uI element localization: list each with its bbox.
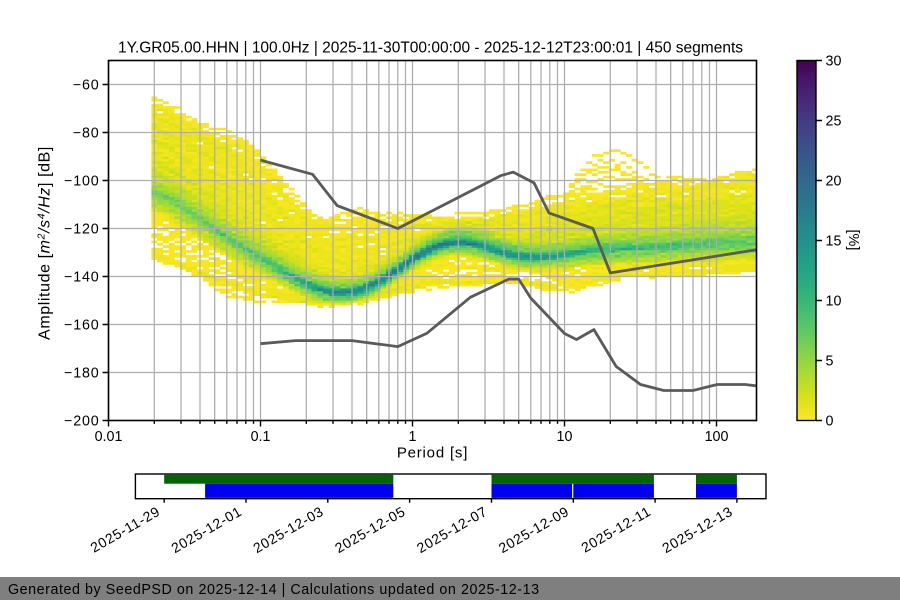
- svg-text:2025-12-01: 2025-12-01: [168, 503, 244, 556]
- svg-text:2025-12-11: 2025-12-11: [578, 503, 653, 556]
- svg-text:−180: −180: [64, 366, 99, 382]
- svg-text:Generated by SeedPSD on 2025-1: Generated by SeedPSD on 2025-12-14 | Cal…: [8, 582, 540, 598]
- svg-text:15: 15: [826, 234, 842, 250]
- svg-text:25: 25: [826, 114, 842, 130]
- svg-text:−60: −60: [73, 78, 100, 94]
- svg-text:−120: −120: [64, 222, 99, 238]
- svg-text:2025-12-09: 2025-12-09: [496, 503, 572, 556]
- svg-text:0: 0: [826, 414, 834, 430]
- svg-text:30: 30: [826, 54, 842, 70]
- svg-text:2025-11-29: 2025-11-29: [88, 503, 163, 556]
- svg-text:10: 10: [557, 429, 573, 445]
- svg-text:2025-12-13: 2025-12-13: [659, 503, 735, 556]
- svg-text:5: 5: [826, 354, 834, 370]
- svg-text:Period [s]: Period [s]: [397, 445, 468, 462]
- svg-text:[%]: [%]: [845, 230, 861, 251]
- svg-text:−160: −160: [64, 318, 99, 334]
- svg-text:0.1: 0.1: [251, 429, 271, 445]
- svg-text:20: 20: [826, 174, 842, 190]
- svg-text:2025-12-03: 2025-12-03: [250, 503, 326, 556]
- svg-text:−200: −200: [64, 414, 99, 430]
- svg-text:1Y.GR05.00.HHN | 100.0Hz | 202: 1Y.GR05.00.HHN | 100.0Hz | 2025-11-30T00…: [118, 40, 743, 57]
- svg-text:−80: −80: [73, 126, 100, 142]
- svg-text:2025-12-07: 2025-12-07: [414, 503, 490, 556]
- svg-text:2025-12-05: 2025-12-05: [332, 503, 408, 556]
- svg-text:10: 10: [826, 294, 842, 310]
- svg-text:1: 1: [409, 429, 417, 445]
- svg-text:0.01: 0.01: [95, 429, 123, 445]
- svg-text:Amplitude [m2/s4/Hz] [dB]: Amplitude [m2/s4/Hz] [dB]: [36, 146, 54, 340]
- svg-text:−140: −140: [64, 270, 99, 286]
- svg-text:100: 100: [705, 429, 729, 445]
- svg-text:−100: −100: [64, 174, 99, 190]
